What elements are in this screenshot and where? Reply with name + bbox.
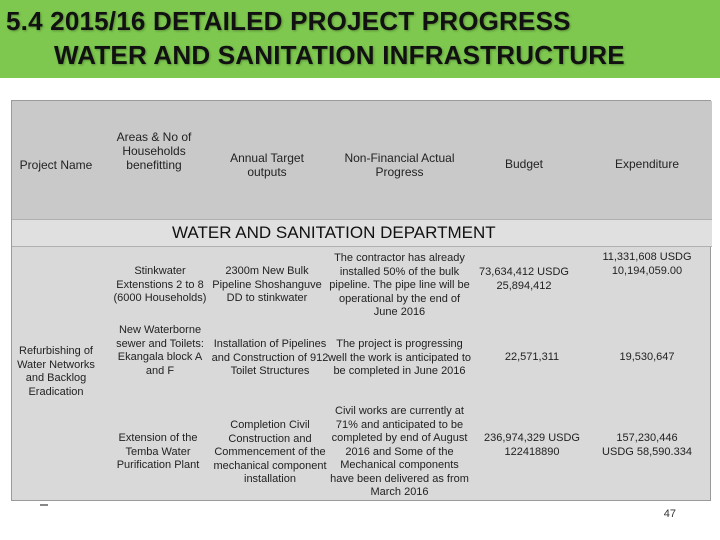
column-header-project-name: Project Name bbox=[19, 158, 93, 172]
column-header-areas: Areas & No of Households benefitting bbox=[116, 130, 192, 172]
column-header-expenditure: Expenditure bbox=[614, 157, 680, 171]
table-row-3-area: Extension of the Temba Water Purificatio… bbox=[116, 432, 200, 471]
slide-title-line-2: WATER AND SANITATION INFRASTRUCTURE bbox=[54, 40, 625, 70]
table-row-1-progress: The contractor has already installed 50%… bbox=[329, 252, 470, 318]
table-row-1-target: 2300m New Bulk Pipeline Shoshanguve DD t… bbox=[212, 265, 322, 304]
slide-header: 5.4 2015/16 DETAILED PROJECT PROGRESS WA… bbox=[0, 0, 720, 78]
table-row-3-target: Completion Civil Construction and Commen… bbox=[213, 419, 327, 485]
column-header-progress: Non-Financial Actual Progress bbox=[344, 151, 455, 179]
table-row-2-budget: 22,571,311 bbox=[504, 351, 560, 363]
table-row-2-expenditure: 19,530,647 bbox=[619, 351, 675, 363]
column-header-budget: Budget bbox=[504, 157, 544, 171]
progress-table: Project Name Areas & No of Households be… bbox=[11, 100, 712, 501]
column-header-annual-target: Annual Target outputs bbox=[230, 151, 304, 179]
project-name-cell: Refurbishing of Water Networks and Backl… bbox=[17, 345, 95, 398]
slide-title-line-1: 5.4 2015/16 DETAILED PROJECT PROGRESS bbox=[6, 6, 571, 36]
table-row-1-area: Stinkwater Extenstions 2 to 8 (6000 Hous… bbox=[113, 265, 207, 304]
department-title: WATER AND SANITATION DEPARTMENT bbox=[172, 223, 496, 242]
footer-mark bbox=[40, 504, 48, 506]
department-band bbox=[12, 219, 712, 247]
table-row-3-progress: Civil works are currently at 71% and ant… bbox=[330, 405, 469, 498]
table-row-2-target: Installation of Pipelines and Constructi… bbox=[211, 338, 329, 377]
table-row-1-budget: 73,634,412 USDG 25,894,412 bbox=[479, 266, 569, 292]
table-row-3-expenditure: 157,230,446 USDG 58,590.334 bbox=[602, 432, 692, 458]
table-row-1-expenditure: 11,331,608 USDG 10,194,059.00 bbox=[602, 251, 692, 277]
page-number: 47 bbox=[663, 508, 676, 520]
table-row-2-area: New Waterborne sewer and Toilets: Ekanga… bbox=[116, 324, 204, 377]
table-header-band bbox=[12, 101, 712, 219]
table-row-3-budget: 236,974,329 USDG 122418890 bbox=[483, 432, 580, 458]
table-row-2-progress: The project is progressing well the work… bbox=[327, 338, 472, 377]
